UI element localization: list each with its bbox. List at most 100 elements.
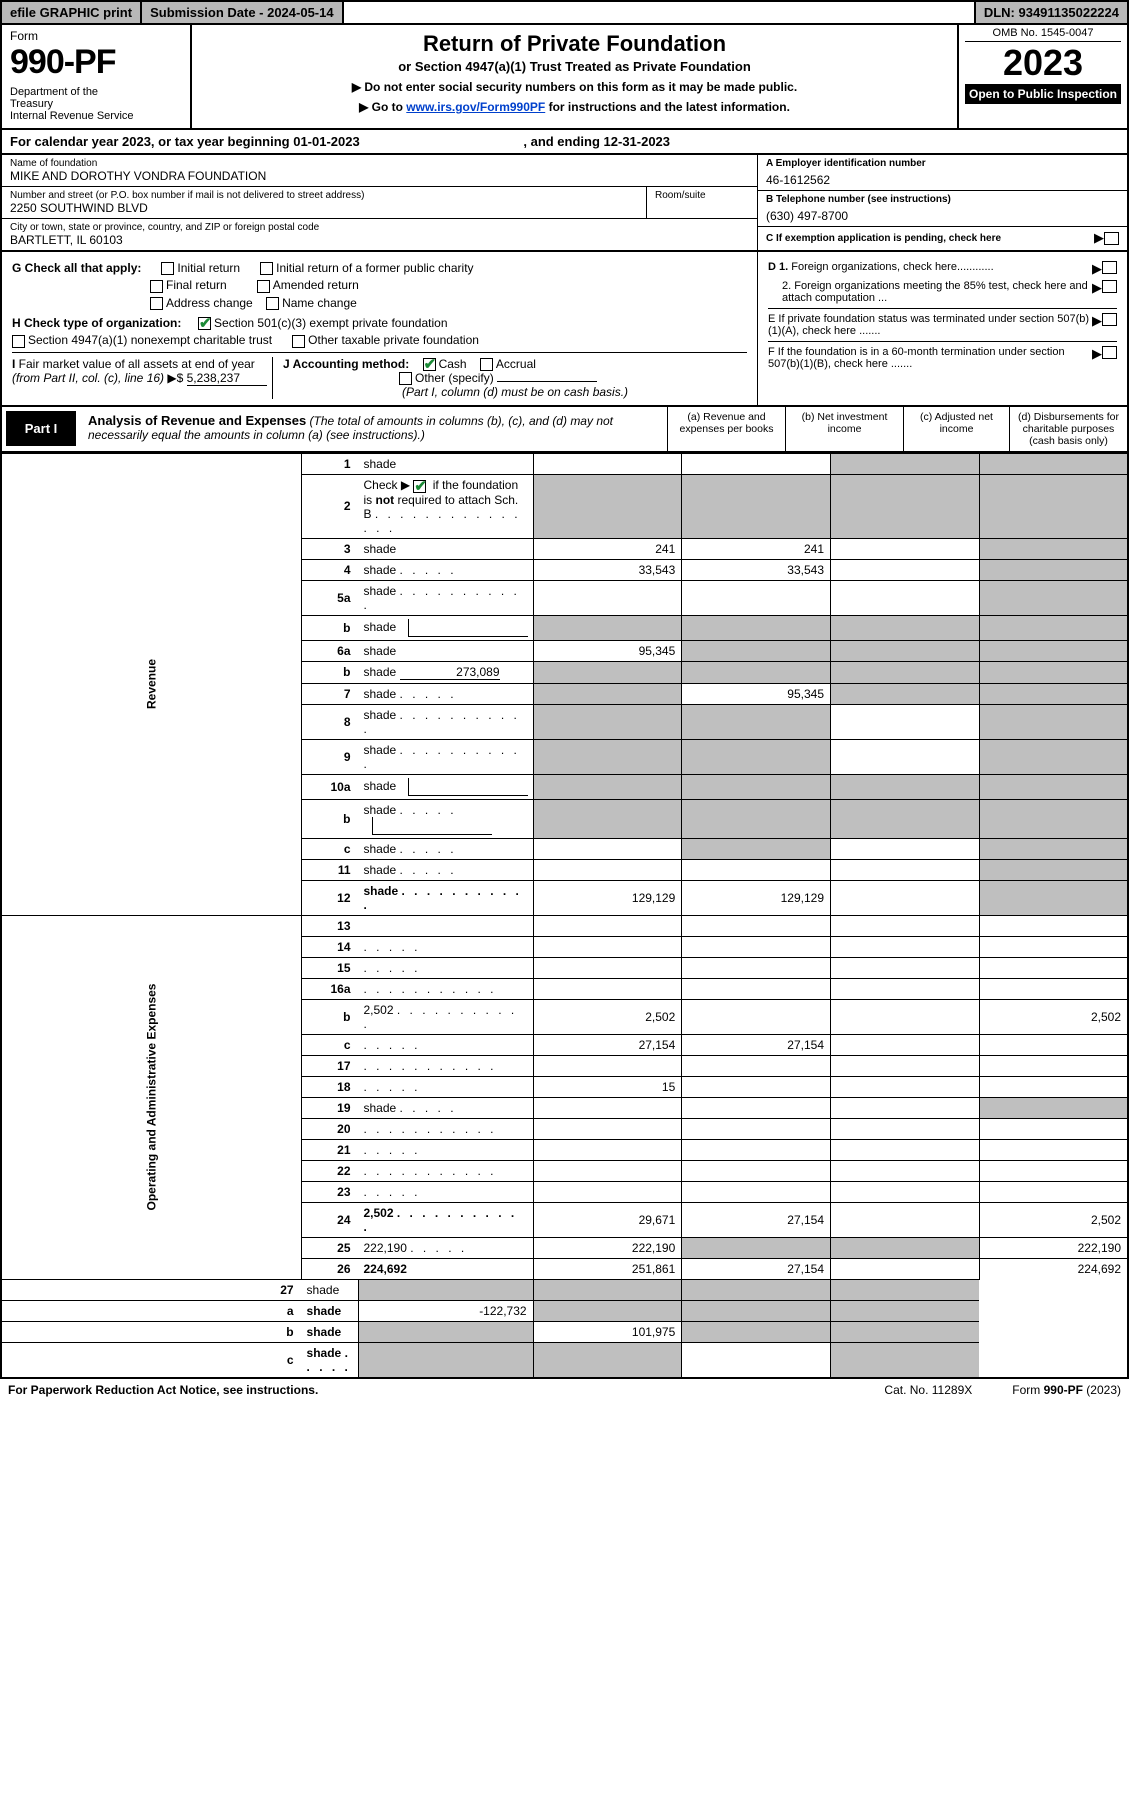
part1-tab: Part I	[6, 411, 76, 446]
chk-4947a1[interactable]	[12, 335, 25, 348]
chk-accrual[interactable]	[480, 358, 493, 371]
line-description: Check ▶ if the foundation is not require…	[359, 475, 534, 538]
line-description: 2,502 . . . . . . . . . . .	[359, 1202, 534, 1237]
line-description: shade . . . . . . . . . . .	[359, 704, 534, 739]
chk-name-change[interactable]	[266, 297, 279, 310]
table-row: Operating and Administrative Expenses13	[1, 915, 1128, 936]
line-number: b	[302, 661, 359, 683]
form-header: Form 990-PF Department of theTreasuryInt…	[0, 25, 1129, 130]
city-label: City or town, state or province, country…	[10, 222, 749, 233]
line-description: shade . . . . .	[359, 838, 534, 859]
line-number: 10a	[302, 774, 359, 799]
line-description: shade . . . . .	[302, 1342, 359, 1378]
omb-number: OMB No. 1545-0047	[965, 27, 1121, 42]
line-number: b	[302, 799, 359, 838]
j-note: (Part I, column (d) must be on cash basi…	[402, 385, 628, 399]
line-description: shade	[359, 454, 534, 475]
chk-terminated[interactable]	[1102, 313, 1117, 326]
col-a-hdr: (a) Revenue and expenses per books	[667, 407, 785, 451]
footer-left: For Paperwork Reduction Act Notice, see …	[8, 1383, 318, 1397]
line-description: 2,502 . . . . . . . . . . .	[359, 999, 534, 1034]
d2-label: 2. Foreign organizations meeting the 85%…	[782, 280, 1092, 304]
line-description: . . . . . . . . . . .	[359, 1118, 534, 1139]
line-number: 8	[302, 704, 359, 739]
line-number: 26	[302, 1258, 359, 1279]
form-number: 990-PF	[10, 43, 182, 82]
line-number: 16a	[302, 978, 359, 999]
line-number: 19	[302, 1097, 359, 1118]
line-number: a	[1, 1300, 302, 1321]
footer-mid: Cat. No. 11289X	[884, 1383, 972, 1397]
line-number: 5a	[302, 580, 359, 615]
line-number: c	[302, 838, 359, 859]
chk-other-taxable[interactable]	[292, 335, 305, 348]
chk-final-return[interactable]	[150, 280, 163, 293]
line-number: 13	[302, 915, 359, 936]
form-note-2: ▶ Go to www.irs.gov/Form990PF for instru…	[202, 100, 947, 114]
e-label: E If private foundation status was termi…	[768, 313, 1092, 337]
part1-header: Part I Analysis of Revenue and Expenses …	[0, 407, 1129, 453]
line-description: shade . . . . .	[359, 559, 534, 580]
chk-amended-return[interactable]	[257, 280, 270, 293]
line-number: b	[302, 999, 359, 1034]
pending-label: C If exemption application is pending, c…	[766, 233, 1094, 244]
g-label: G Check all that apply:	[12, 261, 141, 275]
chk-60month[interactable]	[1102, 346, 1117, 359]
line-number: 3	[302, 538, 359, 559]
line-description: . . . . . . . . . . .	[359, 1160, 534, 1181]
table-row: Revenue1shade	[1, 454, 1128, 475]
line-description: shade . . . . .	[359, 1097, 534, 1118]
line-description: shade . . . . .	[359, 859, 534, 880]
chk-501c3[interactable]	[198, 317, 211, 330]
line-number: 14	[302, 936, 359, 957]
chk-85pct[interactable]	[1102, 280, 1117, 293]
line-number: 27	[1, 1279, 302, 1300]
col-d-hdr: (d) Disbursements for charitable purpose…	[1009, 407, 1127, 451]
line-description: . . . . .	[359, 1076, 534, 1097]
city-state-zip: BARTLETT, IL 60103	[10, 233, 749, 247]
chk-other-method[interactable]	[399, 372, 412, 385]
line-description: shade 273,089	[359, 661, 534, 683]
instructions-link[interactable]: www.irs.gov/Form990PF	[406, 100, 545, 114]
line-number: 18	[302, 1076, 359, 1097]
line-description: 224,692	[359, 1258, 534, 1279]
ein: 46-1612562	[766, 173, 1119, 187]
chk-initial-former[interactable]	[260, 262, 273, 275]
phone-label: B Telephone number (see instructions)	[766, 194, 1119, 205]
checks-left: G Check all that apply: Initial return I…	[2, 252, 757, 405]
chk-schb[interactable]	[413, 480, 426, 493]
line-description: . . . . .	[359, 936, 534, 957]
chk-initial-return[interactable]	[161, 262, 174, 275]
line-number: 1	[302, 454, 359, 475]
line-description: shade	[302, 1300, 359, 1321]
line-description: . . . . . . . . . . .	[359, 1055, 534, 1076]
line-number: 2	[302, 475, 359, 538]
checks-right: D 1. Foreign organizations, check here..…	[757, 252, 1127, 405]
phone: (630) 497-8700	[766, 209, 1119, 223]
line-description: . . . . .	[359, 1139, 534, 1160]
line-number: 11	[302, 859, 359, 880]
chk-foreign[interactable]	[1102, 261, 1117, 274]
line-description: . . . . .	[359, 1034, 534, 1055]
open-to-public: Open to Public Inspection	[965, 84, 1121, 104]
submission-date: Submission Date - 2024-05-14	[142, 2, 344, 23]
entity-block: Name of foundation MIKE AND DOROTHY VOND…	[0, 155, 1129, 252]
line-number: b	[1, 1321, 302, 1342]
addr-label: Number and street (or P.O. box number if…	[10, 190, 638, 201]
line-number: b	[302, 615, 359, 640]
line-number: 17	[302, 1055, 359, 1076]
line-description: 222,190 . . . . .	[359, 1237, 534, 1258]
pending-checkbox[interactable]	[1104, 232, 1119, 245]
line-description: . . . . .	[359, 1181, 534, 1202]
street-address: 2250 SOUTHWIND BLVD	[10, 201, 638, 215]
line-description: . . . . . . . . . . .	[359, 978, 534, 999]
line-number: 22	[302, 1160, 359, 1181]
entity-left: Name of foundation MIKE AND DOROTHY VOND…	[2, 155, 757, 250]
col-c-hdr: (c) Adjusted net income	[903, 407, 1009, 451]
chk-cash[interactable]	[423, 358, 436, 371]
line-description: shade . . . . .	[359, 799, 534, 838]
entity-right: A Employer identification number 46-1612…	[757, 155, 1127, 250]
table-row: bshade101,975	[1, 1321, 1128, 1342]
part1-title-block: Analysis of Revenue and Expenses (The to…	[80, 407, 667, 451]
chk-address-change[interactable]	[150, 297, 163, 310]
